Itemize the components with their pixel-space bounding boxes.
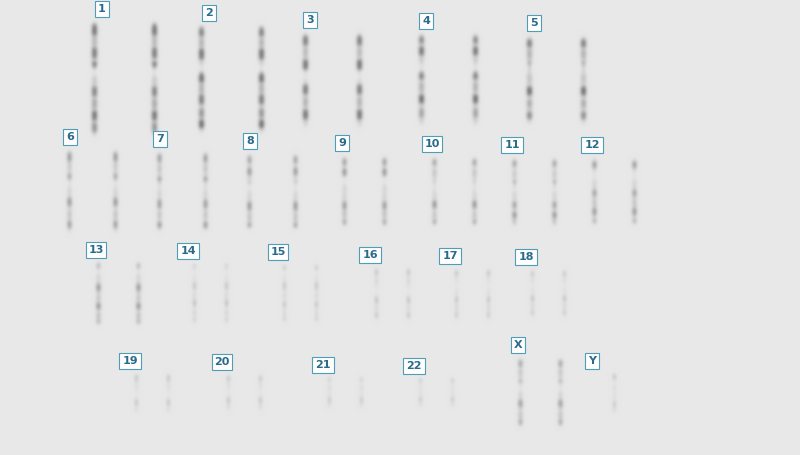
Text: 18: 18	[518, 252, 534, 262]
Text: 13: 13	[88, 245, 104, 255]
Text: 14: 14	[180, 246, 196, 256]
Text: 2: 2	[205, 8, 213, 18]
Text: X: X	[514, 340, 522, 350]
Text: 7: 7	[156, 134, 164, 144]
Text: 11: 11	[504, 140, 520, 150]
Text: 22: 22	[406, 361, 422, 371]
Text: 17: 17	[442, 251, 458, 261]
Text: 8: 8	[246, 136, 254, 146]
Text: 20: 20	[214, 357, 230, 367]
Text: 16: 16	[362, 250, 378, 260]
Text: 15: 15	[270, 247, 286, 257]
Text: 4: 4	[422, 16, 430, 26]
Text: 10: 10	[424, 139, 440, 149]
Text: 1: 1	[98, 4, 106, 14]
Text: 5: 5	[530, 18, 538, 28]
Text: 9: 9	[338, 138, 346, 148]
Text: Y: Y	[588, 356, 596, 366]
Text: 19: 19	[122, 356, 138, 366]
Text: 12: 12	[584, 140, 600, 150]
Text: 3: 3	[306, 15, 314, 25]
Text: 6: 6	[66, 132, 74, 142]
Text: 21: 21	[315, 360, 330, 370]
